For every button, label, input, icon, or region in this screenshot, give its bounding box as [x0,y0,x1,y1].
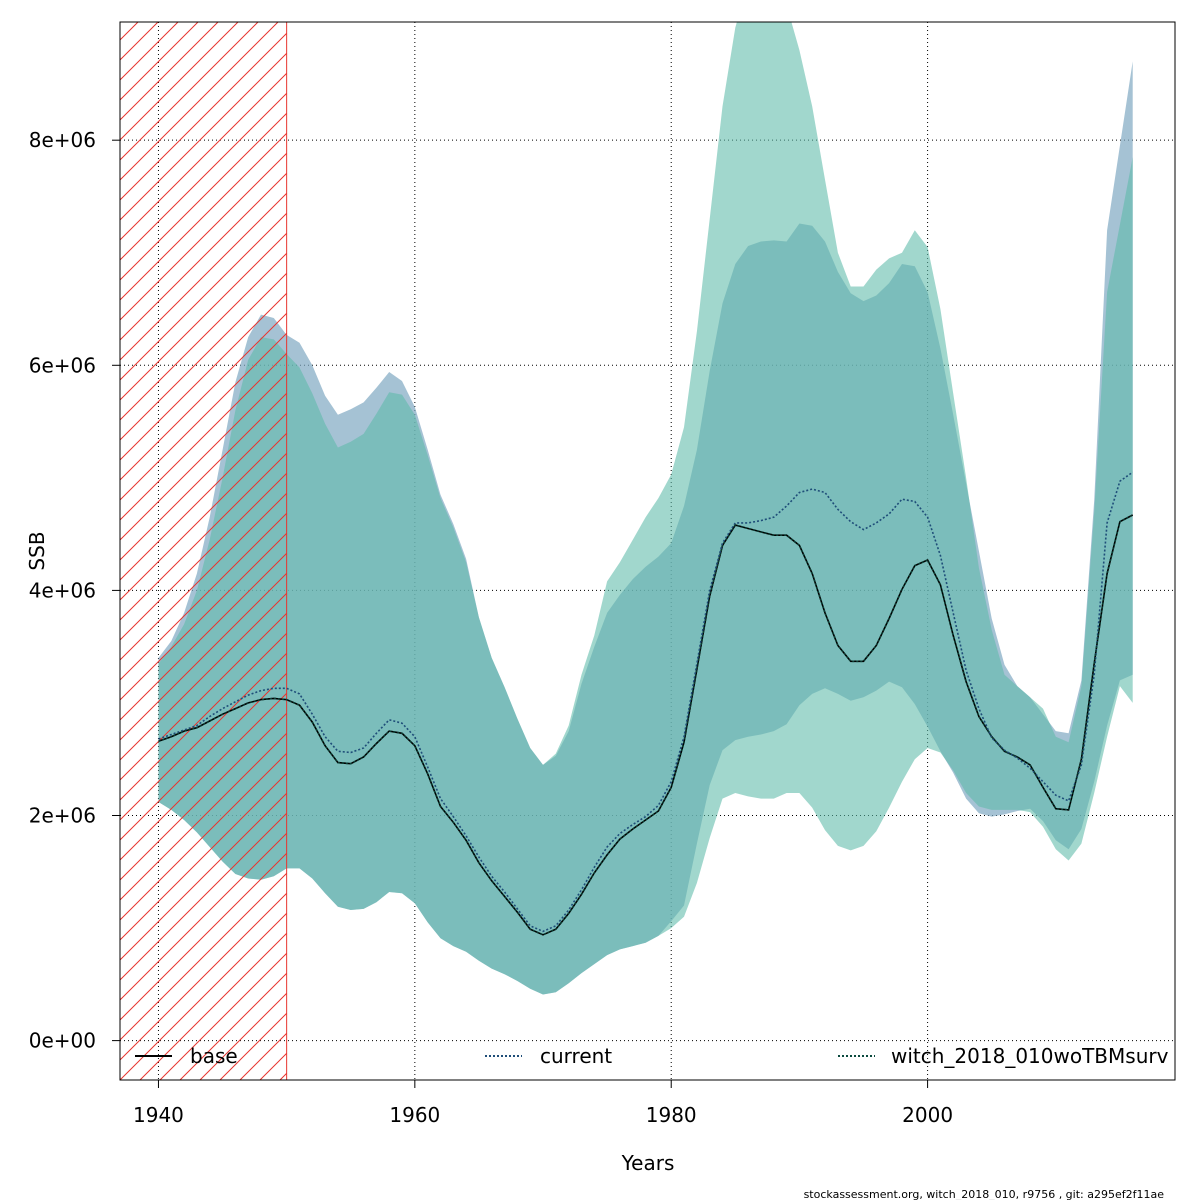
y-tick-label: 0e+00 [29,1029,96,1053]
legend-label: base [190,1044,238,1068]
x-axis-title: Years [621,1151,675,1175]
plot-frame [119,21,1176,1081]
legend: base current witch_2018_010woTBMsurv [135,1044,1169,1068]
y-tick-label: 4e+06 [29,578,96,602]
confidence-bands [158,22,1133,995]
y-axis: 0e+00 2e+06 4e+06 6e+06 8e+06 [29,128,120,1053]
x-tick-label: 1960 [389,1103,440,1127]
x-tick-label: 1940 [133,1103,184,1127]
x-tick-label: 1980 [646,1103,697,1127]
x-tick-label: 2000 [902,1103,953,1127]
y-axis-title: SSB [25,531,49,570]
shaded-period [120,22,288,1080]
series-lines [158,471,1134,936]
y-tick-label: 2e+06 [29,804,96,828]
x-axis: 1940 1960 1980 2000 [133,1080,953,1127]
line-current [158,471,1134,933]
line-witch_2018_010woTBMsurv [158,514,1134,936]
band-witch_2018_010woTBMsurv [158,22,1133,995]
legend-label: current [540,1044,612,1068]
y-tick-label: 8e+06 [29,128,96,152]
legend-label: witch_2018_010woTBMsurv [891,1044,1169,1068]
footer-note: stockassessment.org, witch_2018_010, r97… [804,1188,1165,1200]
hatched-period [120,22,288,1080]
y-tick-label: 6e+06 [29,353,96,377]
